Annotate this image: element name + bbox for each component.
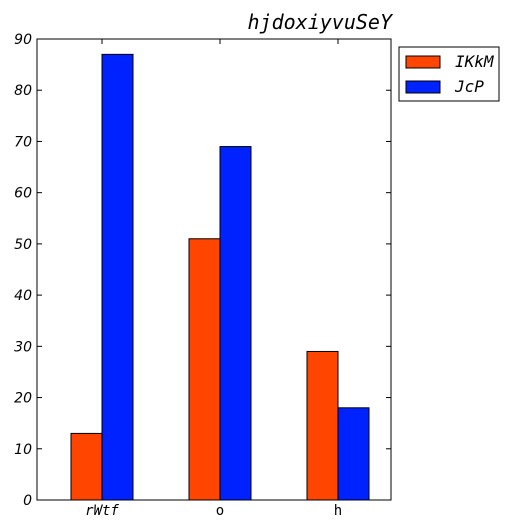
x-tick-label: o <box>216 503 224 519</box>
y-tick-label: 70 <box>14 134 32 150</box>
bar-JcP-h <box>337 407 370 501</box>
y-tick-label: 50 <box>14 237 32 253</box>
legend-swatch <box>405 80 441 94</box>
y-tick-label: 20 <box>14 391 32 407</box>
bar-IKkM-rWtf <box>70 432 103 501</box>
chart-title: hjdoxiyvuSeY <box>248 10 394 34</box>
legend: IKkM JcP <box>398 46 500 102</box>
legend-swatch <box>405 55 441 69</box>
y-tick-label: 60 <box>14 186 32 202</box>
x-tick-label: h <box>334 503 342 519</box>
bars-group <box>70 53 370 501</box>
y-tick-label: 80 <box>14 83 32 99</box>
y-tick-label: 0 <box>23 493 32 509</box>
legend-label: IKkM <box>455 52 495 71</box>
x-tick-label: rWtf <box>85 503 119 519</box>
bar-IKkM-h <box>306 350 339 501</box>
y-axis: 0 10 20 30 40 50 60 70 80 90 <box>14 32 391 509</box>
y-tick-label: 90 <box>14 32 32 48</box>
x-axis: rWtf o h <box>85 39 342 519</box>
y-tick-label: 40 <box>14 288 32 304</box>
legend-label: JcP <box>454 77 484 96</box>
bar-JcP-rWtf <box>101 53 134 501</box>
bar-IKkM-o <box>188 238 221 501</box>
y-tick-label: 10 <box>14 442 32 458</box>
y-tick-label: 30 <box>14 339 32 355</box>
bar-JcP-o <box>219 146 252 501</box>
